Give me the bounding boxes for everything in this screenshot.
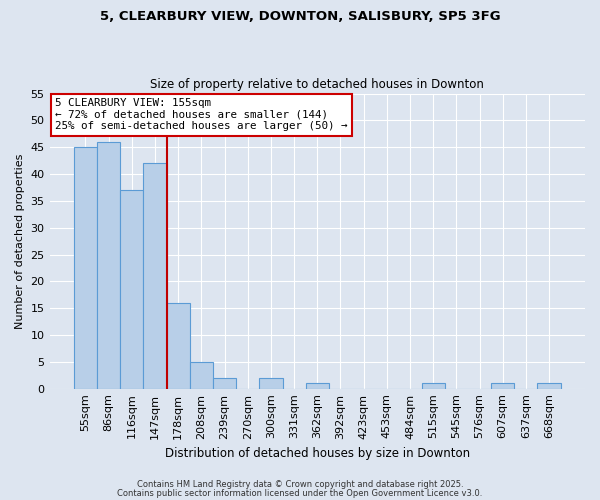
Text: Contains public sector information licensed under the Open Government Licence v3: Contains public sector information licen… [118,488,482,498]
Text: Contains HM Land Registry data © Crown copyright and database right 2025.: Contains HM Land Registry data © Crown c… [137,480,463,489]
X-axis label: Distribution of detached houses by size in Downton: Distribution of detached houses by size … [165,447,470,460]
Title: Size of property relative to detached houses in Downton: Size of property relative to detached ho… [151,78,484,91]
Bar [167,303,190,388]
Text: 5 CLEARBURY VIEW: 155sqm
← 72% of detached houses are smaller (144)
25% of semi-: 5 CLEARBURY VIEW: 155sqm ← 72% of detach… [55,98,347,131]
Bar [74,147,97,388]
Bar [97,142,120,388]
Bar [491,384,514,388]
Bar [422,384,445,388]
Bar [190,362,213,388]
Bar [120,190,143,388]
Text: 5, CLEARBURY VIEW, DOWNTON, SALISBURY, SP5 3FG: 5, CLEARBURY VIEW, DOWNTON, SALISBURY, S… [100,10,500,23]
Y-axis label: Number of detached properties: Number of detached properties [15,154,25,329]
Bar [213,378,236,388]
Bar [259,378,283,388]
Bar [305,384,329,388]
Bar [538,384,560,388]
Bar [143,164,167,388]
